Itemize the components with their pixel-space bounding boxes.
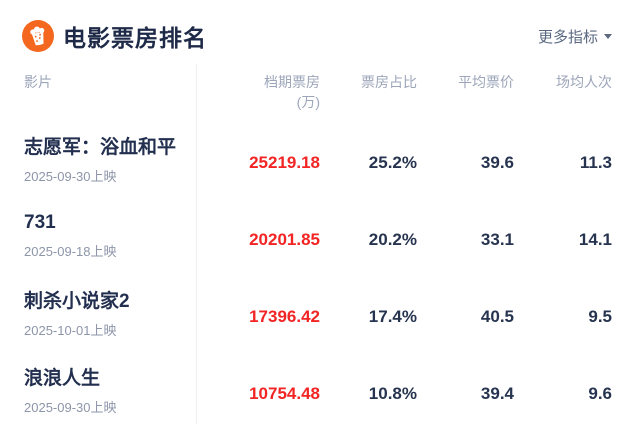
gross-cell: 10754.48 [249, 383, 320, 403]
column-header-share: 票房占比 [361, 74, 417, 90]
avg-attendance-cell: 11.3 [579, 152, 612, 172]
share-cell: 25.2% [368, 152, 417, 172]
column-header-gross: 档期票房 (万) [196, 72, 320, 112]
gross-cell: 25219.18 [249, 152, 320, 172]
avg-attendance-cell: 9.5 [588, 306, 612, 326]
release-date: 2025-09-18上映 [24, 243, 117, 259]
avg-price-cell: 40.5 [480, 306, 514, 326]
table-row[interactable]: 志愿军：浴血和平 2025-09-30上映 25219.18 25.2% 39.… [0, 120, 640, 197]
page-title: 电影票房排名 [63, 25, 207, 51]
sticky-column-divider [196, 64, 197, 424]
gross-cell: 17396.42 [249, 306, 320, 326]
avg-price-cell: 39.6 [480, 152, 514, 172]
more-indicators-label: 更多指标 [537, 28, 598, 46]
film-title: 志愿军：浴血和平 [24, 137, 177, 158]
film-cell: 浪浪人生 2025-09-30上映 [0, 363, 196, 416]
film-cell: 731 2025-09-18上映 [0, 212, 196, 260]
column-header-gross-unit: (万) [296, 94, 320, 110]
table-body: 志愿军：浴血和平 2025-09-30上映 25219.18 25.2% 39.… [0, 120, 640, 428]
column-header-gross-label: 档期票房 [264, 74, 320, 90]
chevron-down-icon [604, 34, 612, 39]
film-cell: 志愿军：浴血和平 2025-09-30上映 [0, 132, 196, 185]
table-row[interactable]: 731 2025-09-18上映 20201.85 20.2% 33.1 14.… [0, 197, 640, 274]
release-date: 2025-09-30上映 [24, 400, 117, 415]
share-cell: 20.2% [368, 229, 417, 249]
column-header-avg-price: 平均票价 [458, 74, 514, 90]
share-cell: 10.8% [368, 383, 417, 403]
release-date: 2025-10-01上映 [24, 323, 117, 338]
table-header-row: 影片 档期票房 (万) 票房占比 平均票价 场均人次 [0, 72, 640, 112]
avg-attendance-cell: 9.6 [588, 383, 612, 403]
table-row[interactable]: 刺杀小说家2 2025-10-01上映 17396.42 17.4% 40.5 … [0, 274, 640, 351]
film-title: 731 [24, 211, 56, 233]
film-cell: 刺杀小说家2 2025-10-01上映 [0, 286, 196, 339]
column-header-avg-attendance: 场均人次 [556, 74, 612, 90]
share-cell: 17.4% [368, 306, 417, 326]
avg-price-cell: 39.4 [480, 383, 514, 403]
app-header: 电影票房排名 更多指标 [0, 0, 640, 52]
table-row[interactable]: 浪浪人生 2025-09-30上映 10754.48 10.8% 39.4 9.… [0, 351, 640, 428]
avg-price-cell: 33.1 [480, 229, 514, 249]
film-title: 浪浪人生 [24, 368, 101, 389]
popcorn-icon [22, 20, 54, 52]
gross-cell: 20201.85 [249, 229, 320, 249]
column-header-film: 影片 [24, 74, 52, 90]
more-indicators-button[interactable]: 更多指标 [538, 26, 612, 47]
film-title: 刺杀小说家2 [24, 291, 130, 312]
release-date: 2025-09-30上映 [24, 169, 117, 184]
avg-attendance-cell: 14.1 [578, 229, 612, 249]
